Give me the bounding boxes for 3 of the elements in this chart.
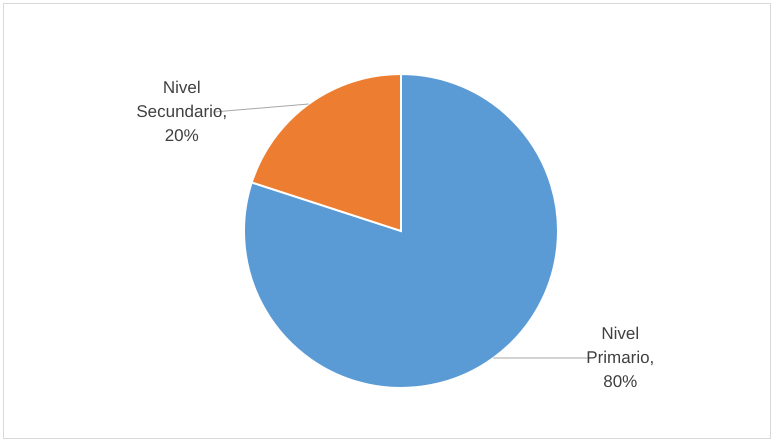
pie-slice [243, 73, 559, 389]
slice-label: Nivel Primario, 80% [586, 324, 654, 392]
slice-label: Nivel Secundario, 20% [136, 78, 228, 145]
